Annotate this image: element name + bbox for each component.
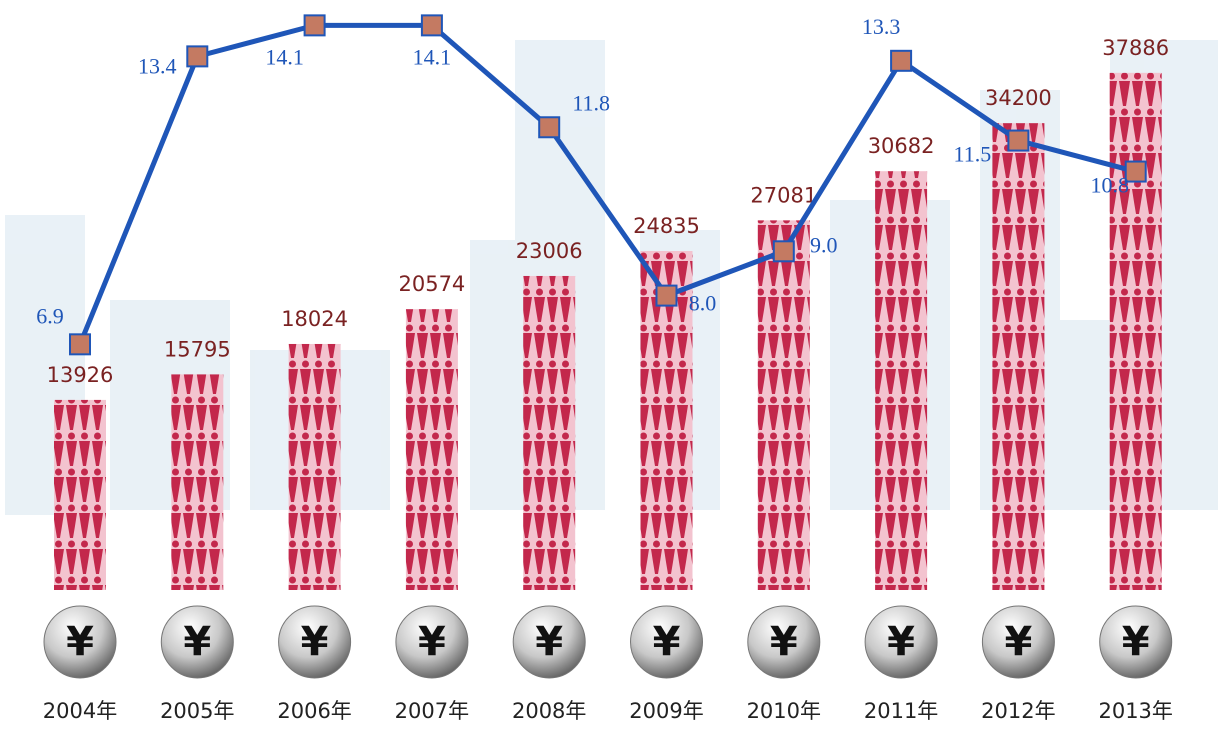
x-tick-label: 2006年	[277, 699, 351, 723]
chart: ¥2004年 ¥2005年 ¥2006年 ¥2007年 ¥2008年 ¥2009年 ¥201…	[0, 0, 1218, 729]
line-value-label: 11.8	[572, 90, 610, 115]
people-column	[1110, 73, 1162, 590]
currency-symbol: ¥	[1122, 619, 1150, 665]
currency-symbol: ¥	[535, 619, 563, 665]
x-tick-label: 2005年	[160, 699, 234, 723]
bar-value-label: 20574	[398, 272, 465, 296]
line-marker	[891, 51, 911, 71]
line-marker	[70, 334, 90, 354]
bar-value-label: 30682	[868, 134, 935, 158]
line-marker	[657, 286, 677, 306]
line-value-label: 10.8	[1090, 173, 1129, 198]
people-column	[171, 374, 223, 590]
currency-symbol: ¥	[770, 619, 798, 665]
line-marker	[305, 15, 325, 35]
x-tick-label: 2012年	[981, 699, 1055, 723]
x-tick-label: 2008年	[512, 699, 586, 723]
x-tick-label: 2011年	[864, 699, 938, 723]
people-column	[992, 123, 1044, 590]
x-tick-label: 2010年	[747, 699, 821, 723]
line-marker	[774, 241, 794, 261]
x-tick-label: 2013年	[1098, 699, 1172, 723]
line-value-label: 14.1	[265, 44, 304, 69]
x-tick-label: 2007年	[395, 699, 469, 723]
people-column	[406, 309, 458, 590]
bar-value-label: 13926	[47, 363, 114, 387]
bar-value-label: 27081	[750, 183, 817, 207]
currency-symbol: ¥	[301, 619, 329, 665]
currency-symbol: ¥	[1004, 619, 1032, 665]
x-tick-label: 2004年	[43, 699, 117, 723]
currency-symbol: ¥	[418, 619, 446, 665]
people-column	[54, 400, 106, 590]
people-column	[875, 171, 927, 590]
line-marker	[539, 117, 559, 137]
people-column	[758, 220, 810, 590]
currency-symbol: ¥	[887, 619, 915, 665]
bar-value-label: 34200	[985, 86, 1052, 110]
currency-symbol: ¥	[66, 619, 94, 665]
currency-symbol: ¥	[183, 619, 211, 665]
growth-line	[80, 25, 1136, 344]
line-value-label: 11.5	[954, 142, 992, 167]
line-value-label: 8.0	[689, 291, 717, 316]
currency-symbol: ¥	[653, 619, 681, 665]
line-value-label: 6.9	[36, 303, 64, 328]
people-column	[289, 344, 341, 590]
line-marker	[422, 15, 442, 35]
line-marker	[187, 46, 207, 66]
bar-value-label: 24835	[633, 214, 700, 238]
people-column	[523, 276, 575, 590]
line-value-label: 13.3	[862, 14, 901, 39]
line-marker	[1008, 131, 1028, 151]
line-value-label: 14.1	[413, 44, 452, 69]
line-value-label: 9.0	[810, 232, 838, 257]
bar-value-label: 18024	[281, 307, 348, 331]
bar-value-label: 23006	[516, 239, 583, 263]
x-tick-label: 2009年	[629, 699, 703, 723]
line-value-label: 13.4	[138, 53, 177, 78]
bar-value-label: 37886	[1102, 36, 1169, 60]
bar-value-label: 15795	[164, 337, 231, 361]
